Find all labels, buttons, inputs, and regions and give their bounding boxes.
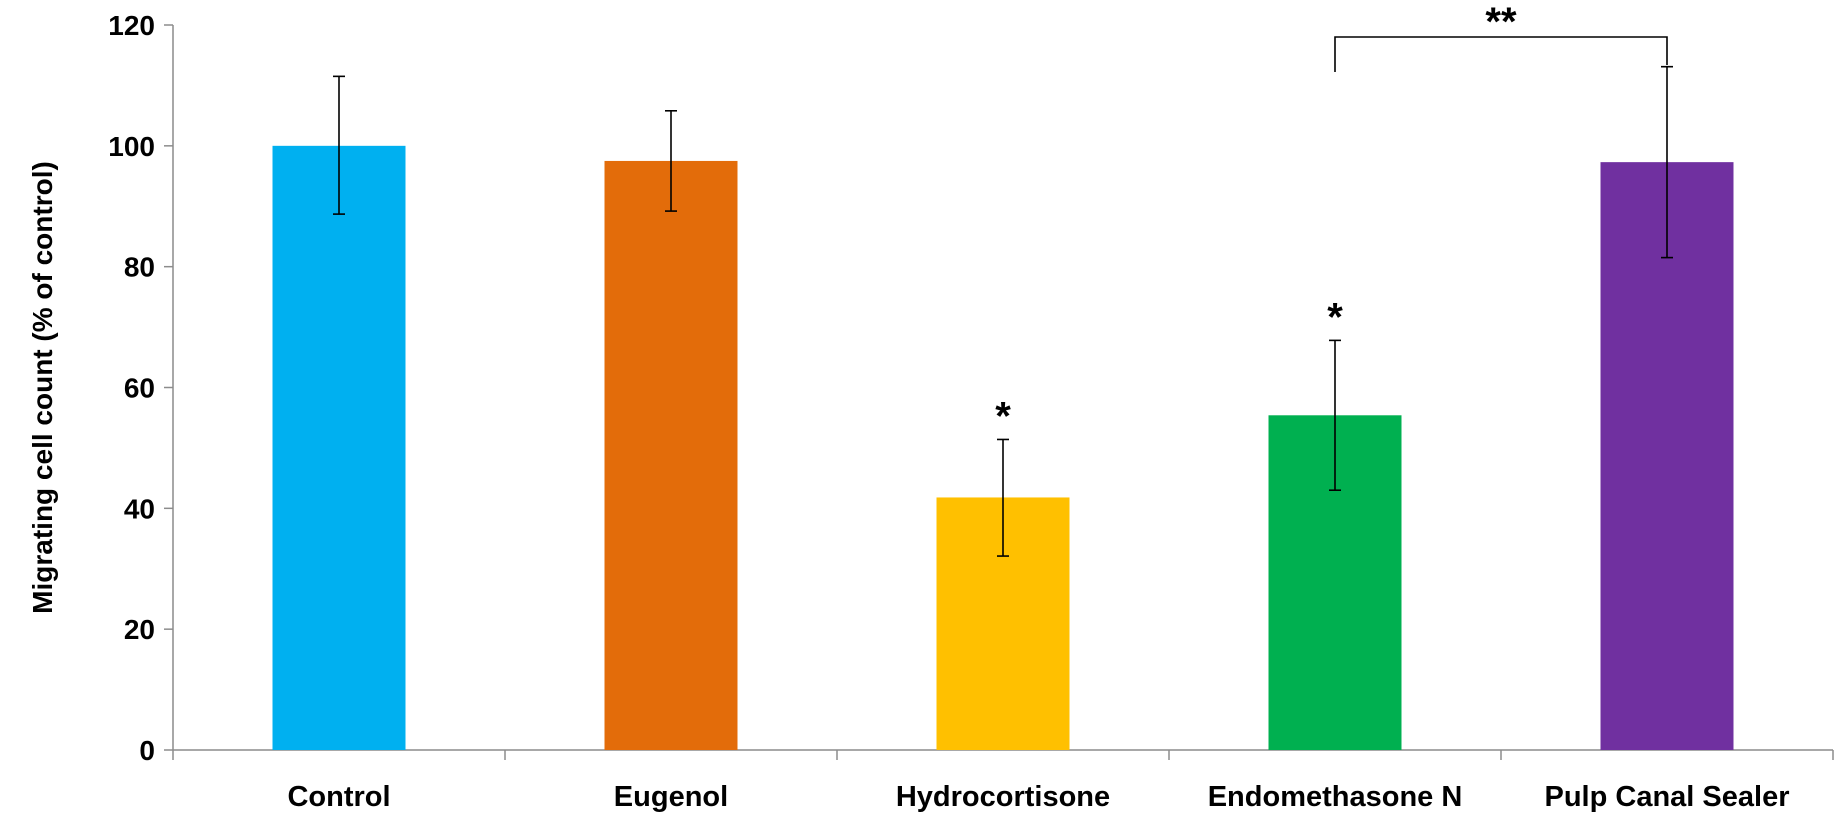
x-tick-label: Hydrocortisone — [896, 781, 1110, 813]
bar-eugenol — [604, 160, 738, 750]
y-tick-label: 120 — [108, 10, 155, 41]
significance-marker: * — [995, 394, 1011, 438]
error-bars — [333, 65, 1673, 557]
x-tick-label: Endomethasone N — [1208, 781, 1463, 813]
error-bar — [333, 75, 345, 215]
significance-bracket — [1334, 36, 1668, 72]
bars — [272, 145, 1734, 751]
y-ticks: 0 20 40 60 80 100 120 — [108, 10, 173, 766]
bracket-significance-marker: ** — [1485, 0, 1517, 44]
y-tick-label: 20 — [124, 614, 155, 645]
x-tick-label: Pulp Canal Sealer — [1545, 781, 1790, 813]
error-bar — [665, 109, 677, 212]
y-axis-title-group: Migrating cell count (% of control) — [27, 161, 58, 614]
bar-control — [272, 145, 406, 751]
x-tick-labels: Control Eugenol Hydrocortisone Endomethason… — [287, 781, 1789, 813]
y-tick-label: 40 — [124, 493, 155, 524]
x-tick-label: Eugenol — [614, 781, 728, 813]
y-tick-label: 60 — [124, 373, 155, 404]
significance-marker: * — [1327, 295, 1343, 339]
bar-pulp-canal-sealer — [1600, 162, 1734, 751]
y-tick-label: 80 — [124, 252, 155, 283]
error-bar — [1329, 339, 1341, 492]
error-bar — [997, 438, 1009, 557]
y-tick-label: 0 — [139, 735, 155, 766]
y-tick-label: 100 — [108, 131, 155, 162]
x-tick-label: Control — [287, 781, 390, 813]
annotations: **** — [995, 0, 1668, 438]
error-bar — [1661, 65, 1673, 259]
y-axis-title: Migrating cell count (% of control) — [27, 161, 58, 614]
